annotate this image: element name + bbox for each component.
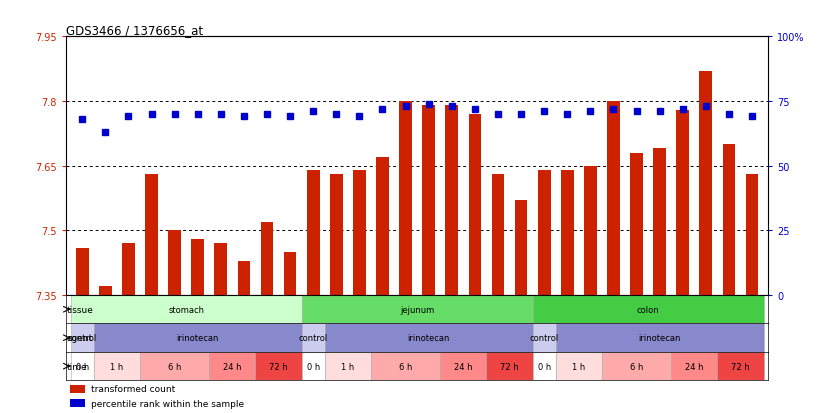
Text: colon: colon bbox=[637, 305, 659, 314]
Bar bbox=[676, 110, 689, 295]
Bar bbox=[145, 175, 158, 295]
Text: 72 h: 72 h bbox=[269, 362, 288, 371]
Bar bbox=[71, 295, 301, 324]
Text: control: control bbox=[68, 333, 97, 342]
Text: time: time bbox=[66, 362, 87, 371]
Bar bbox=[607, 102, 620, 295]
Bar bbox=[468, 115, 482, 295]
Bar bbox=[584, 166, 596, 295]
Bar bbox=[238, 261, 250, 295]
Text: agent: agent bbox=[66, 333, 93, 342]
Text: 6 h: 6 h bbox=[630, 362, 643, 371]
Bar bbox=[301, 324, 325, 352]
Text: jejunum: jejunum bbox=[400, 305, 434, 314]
Text: 0 h: 0 h bbox=[76, 362, 89, 371]
Bar bbox=[717, 352, 763, 380]
Text: tissue: tissue bbox=[66, 305, 93, 314]
Text: transformed count: transformed count bbox=[91, 384, 175, 393]
Text: irinotecan: irinotecan bbox=[177, 333, 219, 342]
Bar bbox=[284, 252, 297, 295]
Bar bbox=[71, 324, 94, 352]
Text: stomach: stomach bbox=[169, 305, 204, 314]
Text: control: control bbox=[529, 333, 558, 342]
Bar bbox=[71, 352, 94, 380]
Bar bbox=[399, 102, 412, 295]
Bar bbox=[301, 295, 533, 324]
Text: 24 h: 24 h bbox=[454, 362, 472, 371]
Text: 24 h: 24 h bbox=[223, 362, 242, 371]
Text: percentile rank within the sample: percentile rank within the sample bbox=[91, 399, 244, 408]
Bar bbox=[192, 240, 204, 295]
Bar bbox=[700, 71, 712, 295]
Text: 24 h: 24 h bbox=[685, 362, 704, 371]
Bar bbox=[325, 352, 371, 380]
Text: 6 h: 6 h bbox=[168, 362, 182, 371]
Bar bbox=[371, 352, 440, 380]
Bar bbox=[630, 153, 643, 295]
Bar bbox=[533, 352, 556, 380]
Bar bbox=[122, 244, 135, 295]
Bar bbox=[533, 295, 763, 324]
Text: 0 h: 0 h bbox=[538, 362, 551, 371]
Bar bbox=[99, 287, 112, 295]
Bar bbox=[556, 324, 763, 352]
Text: irinotecan: irinotecan bbox=[638, 333, 681, 342]
Bar bbox=[445, 106, 458, 295]
Text: 1 h: 1 h bbox=[341, 362, 354, 371]
Bar bbox=[209, 352, 255, 380]
Bar bbox=[672, 352, 717, 380]
Bar bbox=[723, 145, 735, 295]
Bar bbox=[556, 352, 602, 380]
Text: 6 h: 6 h bbox=[399, 362, 412, 371]
Text: irinotecan: irinotecan bbox=[407, 333, 450, 342]
Text: 72 h: 72 h bbox=[501, 362, 519, 371]
Bar bbox=[94, 352, 140, 380]
Bar bbox=[602, 352, 672, 380]
Bar bbox=[353, 171, 366, 295]
Text: 0 h: 0 h bbox=[306, 362, 320, 371]
Text: 72 h: 72 h bbox=[731, 362, 750, 371]
Bar bbox=[301, 352, 325, 380]
Bar bbox=[561, 171, 573, 295]
Bar bbox=[255, 352, 301, 380]
Bar bbox=[330, 175, 343, 295]
Bar bbox=[491, 175, 505, 295]
Text: 1 h: 1 h bbox=[572, 362, 586, 371]
Text: 1 h: 1 h bbox=[110, 362, 124, 371]
Bar bbox=[306, 171, 320, 295]
Bar bbox=[746, 175, 758, 295]
Text: control: control bbox=[298, 333, 328, 342]
Bar bbox=[169, 231, 181, 295]
Bar bbox=[215, 244, 227, 295]
Bar bbox=[440, 352, 487, 380]
Bar bbox=[76, 248, 88, 295]
Bar bbox=[515, 201, 528, 295]
Bar bbox=[376, 158, 389, 295]
Bar bbox=[533, 324, 556, 352]
Bar bbox=[69, 399, 85, 408]
Bar bbox=[653, 149, 666, 295]
Text: GDS3466 / 1376656_at: GDS3466 / 1376656_at bbox=[66, 24, 203, 37]
Bar bbox=[69, 385, 85, 393]
Bar bbox=[94, 324, 301, 352]
Bar bbox=[422, 106, 435, 295]
Bar bbox=[487, 352, 533, 380]
Bar bbox=[261, 222, 273, 295]
Bar bbox=[325, 324, 533, 352]
Bar bbox=[538, 171, 550, 295]
Bar bbox=[140, 352, 209, 380]
